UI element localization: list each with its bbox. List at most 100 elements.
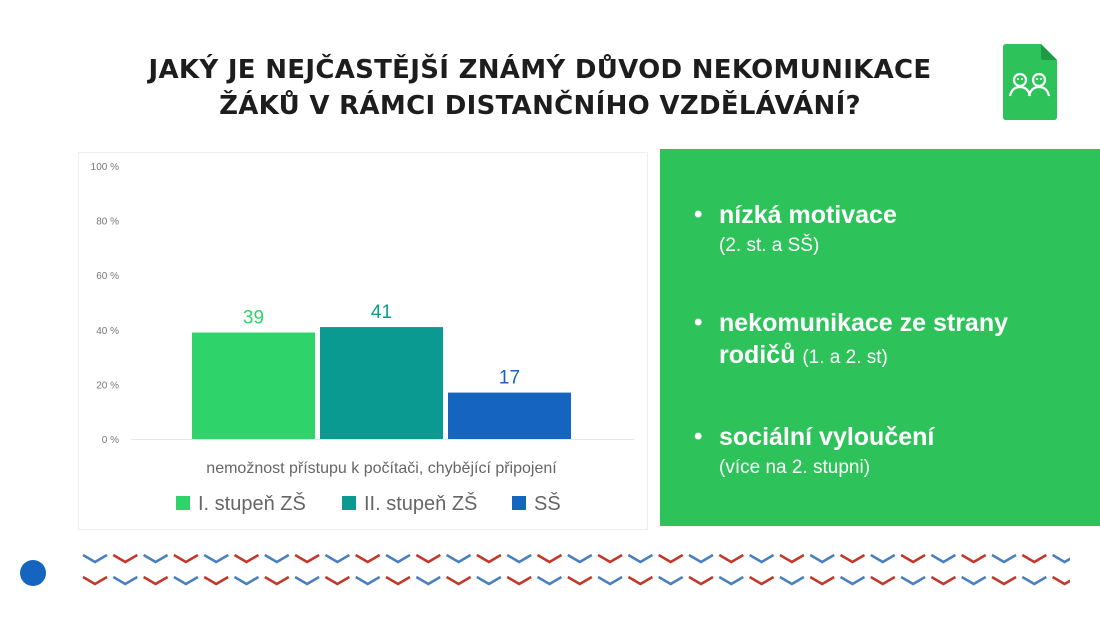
bar-2 [320,327,443,439]
chevron-mark [355,553,381,564]
bullet-dot: • [694,201,703,228]
chevron-mark [748,553,775,564]
chevron-mark [233,553,260,564]
chevron-mark [991,553,1017,564]
chevron-mark [748,575,775,586]
chevron-mark [173,575,199,586]
chevron-mark [718,575,744,586]
finding-3-sub: (více na 2. stupni) [719,457,871,478]
chevron-mark [658,553,684,564]
y-tick-label: 40 % [96,326,119,337]
chevron-mark [233,575,260,586]
chevron-mark [961,553,987,564]
y-tick-label: 60 % [96,271,119,282]
chevron-mark [1021,575,1047,586]
legend-swatch [176,496,190,510]
chevron-mark [930,553,957,564]
title-line-1: JAKÝ JE NEJČASTĚJŠÍ ZNÁMÝ DŮVOD NEKOMUNI… [148,55,932,85]
x-category-label: nemožnost přístupu k počítači, chybějící… [206,460,557,477]
chevron-mark [264,575,290,586]
chevron-mark [627,575,654,586]
chart-panel: 0 % 20 % 40 % 60 % 80 % 100 % 39 41 17 nemožnost … [78,152,648,530]
chevron-mark [779,575,805,586]
bar-chart: 0 % 20 % 40 % 60 % 80 % 100 % 39 41 17 nemožnost … [91,162,634,515]
chevron-mark [839,575,866,586]
chevron-mark [658,575,684,586]
legend-label: I. stupeň ZŠ [198,492,306,515]
finding-1-main: nízká motivace [719,201,897,229]
data-label: 17 [499,368,520,389]
chevron-mark [688,553,714,564]
chevron-mark [112,575,138,586]
chevron-mark [718,553,744,564]
chevron-mark [203,553,229,564]
chevron-mark [82,553,108,564]
chevron-mark [142,553,169,564]
y-tick-label: 100 % [91,162,119,173]
chevron-mark [567,553,593,564]
chevron-mark [294,575,320,586]
chevron-mark [203,575,229,586]
finding-3-main: sociální vyloučení [719,423,935,451]
chevron-mark [415,553,441,564]
chevron-mark [445,575,472,586]
chevron-mark [567,575,593,586]
finding-1-sub: (2. st. a SŠ) [719,235,820,256]
chevron-mark [536,575,563,586]
chevron-mark [173,553,199,564]
chevron-mark [961,575,987,586]
chevron-mark [142,575,169,586]
chevron-mark [506,553,532,564]
chevron-mark [779,553,805,564]
legend-swatch [512,496,526,510]
y-tick-label: 80 % [96,217,119,228]
legend-swatch [342,496,356,510]
chevron-mark [627,553,654,564]
chevron-mark [870,575,896,586]
chevron-mark [82,575,108,586]
finding-2-sub: (1. a 2. st) [802,347,888,368]
chevron-mark [597,575,623,586]
data-label: 41 [371,302,392,323]
bar-1 [192,332,315,439]
chevron-mark [385,553,411,564]
bar-3 [448,392,571,439]
chevron-mark [991,575,1017,586]
chevron-mark [688,575,714,586]
chevron-mark [1021,553,1047,564]
slide-title: JAKÝ JE NEJČASTĚJŠÍ ZNÁMÝ DŮVOD NEKOMUNI… [60,52,1020,124]
data-label: 39 [243,308,264,329]
chevron-mark [294,553,320,564]
chevron-mark [930,575,957,586]
y-tick-label: 0 % [102,435,119,446]
chevron-mark [324,575,351,586]
chevron-mark [264,553,290,564]
chevron-mark [597,553,623,564]
chevron-mark [476,553,502,564]
chevron-mark [506,575,532,586]
chevron-mark [415,575,441,586]
chevron-mark [900,575,926,586]
bullet-dot: • [694,309,703,336]
y-tick-label: 20 % [96,380,119,391]
decorative-dot [20,560,46,586]
chevron-mark [324,553,351,564]
chevron-mark [1051,575,1070,586]
findings-panel: • nízká motivace (2. st. a SŠ) • nekomun… [660,149,1100,526]
chevron-border-decoration [82,553,1070,586]
legend-label: II. stupeň ZŠ [364,492,477,515]
chevron-mark [445,553,472,564]
chevron-mark [900,553,926,564]
finding-2-main: nekomunikace ze strany rodičů [719,309,1009,369]
chevron-mark [809,575,835,586]
chevron-mark [476,575,502,586]
chevron-mark [870,553,896,564]
chevron-mark [839,553,866,564]
chevron-mark [355,575,381,586]
chevron-mark [536,553,563,564]
children-document-icon [1003,44,1057,120]
chevron-mark [385,575,411,586]
legend-label: SŠ [534,492,561,515]
title-line-2: ŽÁKŮ V RÁMCI DISTANČNÍHO VZDĚLÁVÁNÍ? [219,91,861,121]
bullet-dot: • [694,423,703,450]
